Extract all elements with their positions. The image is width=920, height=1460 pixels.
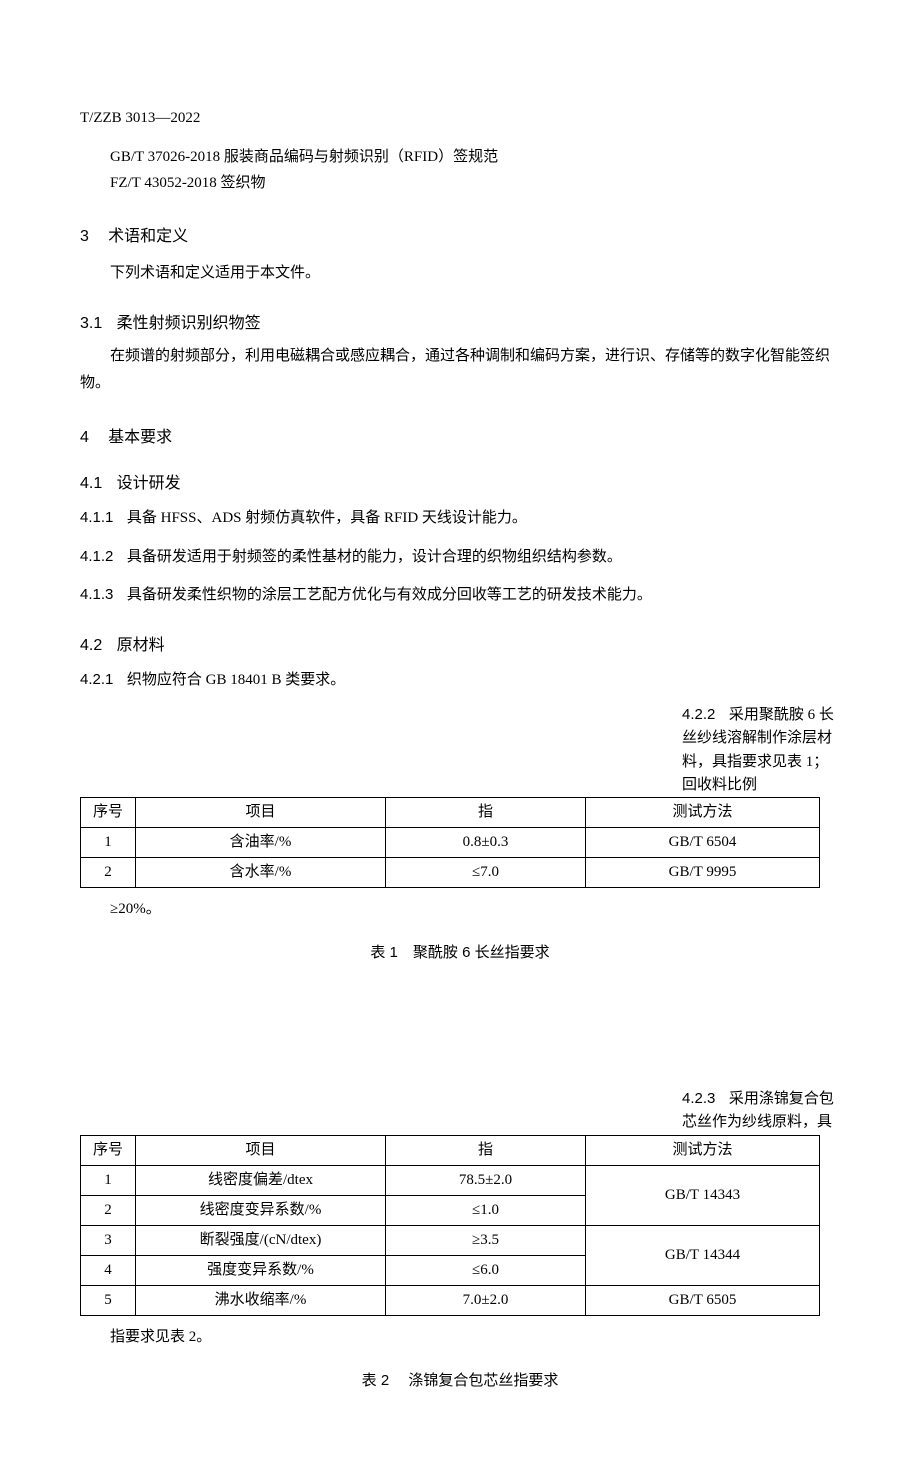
clause-text: 具备研发适用于射频签的柔性基材的能力，设计合理的织物组织结构参数。	[127, 549, 622, 565]
cell: 线密度变异系数/%	[136, 1195, 386, 1225]
cell: ≤7.0	[386, 858, 586, 888]
clause-4-2-3: 4.2.3采用涤锦复合包芯丝作为纱线原料，具	[680, 1087, 840, 1135]
table-row: 2 含水率/% ≤7.0 GB/T 9995	[81, 858, 820, 888]
cell: 2	[81, 858, 136, 888]
table1-caption: 表 1 聚酰胺 6 长丝指要求	[80, 941, 840, 962]
table-row: 1 线密度偏差/dtex 78.5±2.0 GB/T 14343	[81, 1165, 820, 1195]
clause-number: 4.2.3	[682, 1090, 715, 1107]
reference-line: GB/T 37026-2018 服装商品编码与射频识别（RFID）签规范	[110, 145, 840, 171]
clause-4-2-1: 4.2.1 织物应符合 GB 18401 B 类要求。	[80, 667, 840, 694]
clause-number: 4.1.1	[80, 509, 113, 526]
cell: ≤1.0	[386, 1195, 586, 1225]
clause-text: 织物应符合 GB 18401 B 类要求。	[127, 672, 345, 688]
section-heading-4: 4 基本要求	[80, 423, 840, 447]
clause-4-2-2-cont: ≥20%。	[80, 896, 840, 923]
subsection-title: 设计研发	[117, 475, 181, 492]
clause-4-2-2: 4.2.2采用聚酰胺 6 长丝纱线溶解制作涂层材料，具指要求见表 1；回收料比例	[680, 703, 840, 797]
table2-caption: 表 2 涤锦复合包芯丝指要求	[80, 1369, 840, 1390]
block-4-2-2: 4.2.2采用聚酰胺 6 长丝纱线溶解制作涂层材料，具指要求见表 1；回收料比例…	[80, 703, 840, 888]
cell: 4	[81, 1255, 136, 1285]
table-row: 5 沸水收缩率/% 7.0±2.0 GB/T 6505	[81, 1285, 820, 1315]
clause-number: 4.1.3	[80, 586, 113, 603]
cell: 1	[81, 828, 136, 858]
cell: GB/T 14343	[586, 1165, 820, 1225]
col-header: 序号	[81, 1135, 136, 1165]
cell: 3	[81, 1225, 136, 1255]
cell: 2	[81, 1195, 136, 1225]
table-header-row: 序号 项目 指 测试方法	[81, 798, 820, 828]
cell: 7.0±2.0	[386, 1285, 586, 1315]
section-heading-3: 3 术语和定义	[80, 222, 840, 246]
col-header: 测试方法	[586, 1135, 820, 1165]
col-header: 指	[386, 1135, 586, 1165]
col-header: 项目	[136, 798, 386, 828]
section-title: 术语和定义	[108, 228, 188, 245]
cell: GB/T 6505	[586, 1285, 820, 1315]
subsection-heading-4-1: 4.1 设计研发	[80, 469, 840, 493]
subsection-title: 柔性射频识别织物签	[117, 315, 261, 332]
cell: 断裂强度/(cN/dtex)	[136, 1225, 386, 1255]
cell: 含油率/%	[136, 828, 386, 858]
cell: ≤6.0	[386, 1255, 586, 1285]
subsection-number: 4.2	[80, 637, 102, 654]
col-header: 项目	[136, 1135, 386, 1165]
subsection-number: 4.1	[80, 475, 102, 492]
cell: 沸水收缩率/%	[136, 1285, 386, 1315]
clause-number: 4.2.2	[682, 706, 715, 723]
cell: 0.8±0.3	[386, 828, 586, 858]
section-title: 基本要求	[108, 429, 172, 446]
clause-4-1-3: 4.1.3 具备研发柔性织物的涂层工艺配方优化与有效成分回收等工艺的研发技术能力。	[80, 582, 840, 609]
section-intro: 下列术语和定义适用于本文件。	[80, 260, 840, 287]
cell: 含水率/%	[136, 858, 386, 888]
cell: 5	[81, 1285, 136, 1315]
cell: 1	[81, 1165, 136, 1195]
table-1: 序号 项目 指 测试方法 1 线密度偏差/dtex 78.5±2.0 GB/T …	[80, 1135, 820, 1316]
subsection-heading-3-1: 3.1 柔性射频识别织物签	[80, 309, 840, 333]
clause-text: 具备研发柔性织物的涂层工艺配方优化与有效成分回收等工艺的研发技术能力。	[127, 587, 652, 603]
cell: GB/T 9995	[586, 858, 820, 888]
subsection-heading-4-2: 4.2 原材料	[80, 631, 840, 655]
col-header: 指	[386, 798, 586, 828]
cell: 强度变异系数/%	[136, 1255, 386, 1285]
clause-4-1-1: 4.1.1 具备 HFSS、ADS 射频仿真软件，具备 RFID 天线设计能力。	[80, 505, 840, 532]
reference-line: FZ/T 43052-2018 签织物	[110, 171, 840, 197]
clause-text: 具备 HFSS、ADS 射频仿真软件，具备 RFID 天线设计能力。	[127, 510, 527, 526]
cell: GB/T 6504	[586, 828, 820, 858]
table-small: 序号 项目 指 测试方法 1 含油率/% 0.8±0.3 GB/T 6504 2…	[80, 797, 820, 888]
clause-4-2-3-cont: 指要求见表 2。	[80, 1324, 840, 1351]
col-header: 序号	[81, 798, 136, 828]
table-row: 3 断裂强度/(cN/dtex) ≥3.5 GB/T 14344	[81, 1225, 820, 1255]
table-header-row: 序号 项目 指 测试方法	[81, 1135, 820, 1165]
cell: ≥3.5	[386, 1225, 586, 1255]
clause-number: 4.2.1	[80, 671, 113, 688]
clause-number: 4.1.2	[80, 548, 113, 565]
section-number: 3	[80, 228, 89, 245]
subsection-number: 3.1	[80, 315, 102, 332]
block-4-2-3: 4.2.3采用涤锦复合包芯丝作为纱线原料，具 序号 项目 指 测试方法 1 线密…	[80, 972, 840, 1316]
cell: 线密度偏差/dtex	[136, 1165, 386, 1195]
table-row: 1 含油率/% 0.8±0.3 GB/T 6504	[81, 828, 820, 858]
subsection-title: 原材料	[117, 637, 165, 654]
clause-4-1-2: 4.1.2 具备研发适用于射频签的柔性基材的能力，设计合理的织物组织结构参数。	[80, 544, 840, 571]
cell: 78.5±2.0	[386, 1165, 586, 1195]
document-id: T/ZZB 3013—2022	[80, 110, 840, 127]
cell: GB/T 14344	[586, 1225, 820, 1285]
term-definition: 在频谱的射频部分，利用电磁耦合或感应耦合，通过各种调制和编码方案，进行识、存储等…	[80, 343, 840, 397]
col-header: 测试方法	[586, 798, 820, 828]
page: T/ZZB 3013—2022 GB/T 37026-2018 服装商品编码与射…	[0, 0, 920, 1460]
section-number: 4	[80, 429, 89, 446]
